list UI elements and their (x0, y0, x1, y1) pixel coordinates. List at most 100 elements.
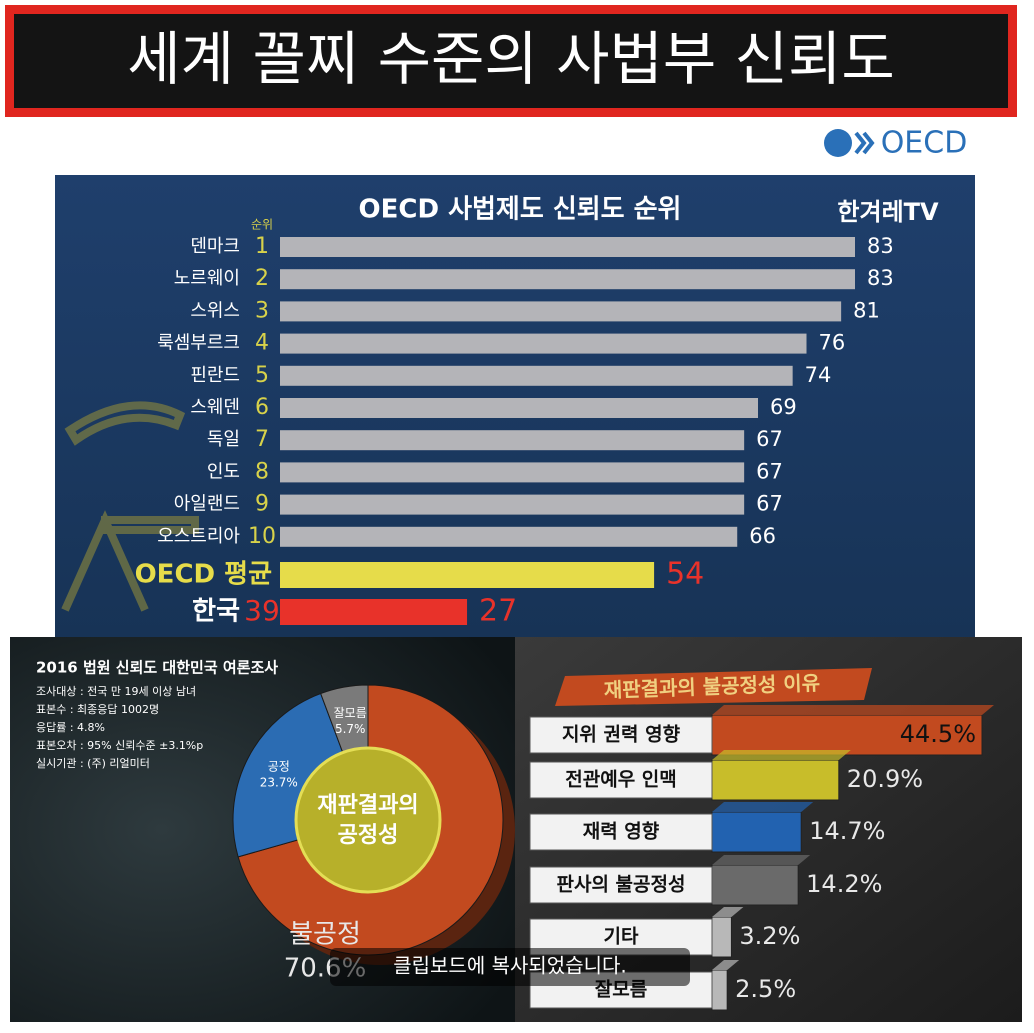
toast: 클립보드에 복사되었습니다. (393, 954, 627, 978)
survey-note: 응답률 : 4.8% (36, 721, 105, 734)
rank-label: 순위 (251, 218, 273, 232)
category-label: OECD 평균 (135, 560, 272, 590)
value-label: 67 (756, 459, 783, 483)
category-label: 덴마크 (190, 236, 240, 257)
bar-top (712, 750, 851, 760)
logo-globe (824, 129, 852, 157)
pie-center (294, 746, 442, 894)
value-label: 27 (479, 594, 517, 629)
bar (280, 269, 855, 290)
value-label: 3.2% (739, 922, 800, 950)
bar (280, 237, 855, 257)
banner (14, 14, 1008, 108)
center-label: 공정성 (338, 823, 399, 848)
rank: 39 (244, 594, 280, 627)
survey-note: 표본오차 : 95% 신뢰수준 ±3.1%p (36, 739, 203, 752)
value-label: 81 (853, 298, 880, 322)
rank: 1 (255, 234, 269, 259)
category-label: 룩셈부르크 (157, 333, 240, 354)
scale-decoration (61, 401, 199, 612)
category-label: 독일 (207, 429, 240, 450)
category-label: 재력 영향 (583, 821, 660, 843)
bar (280, 398, 759, 418)
survey-note: 실시기관 : (주) 리얼미터 (36, 756, 150, 770)
category-label: 스웨덴 (190, 397, 240, 418)
value-label: 66 (749, 524, 776, 548)
label-box (529, 813, 713, 851)
label-box (529, 716, 713, 754)
bar-top (712, 907, 744, 917)
rank: 10 (248, 524, 276, 549)
value-label: 54 (666, 557, 704, 592)
bar (711, 811, 802, 853)
bar (280, 430, 745, 451)
label-box (529, 866, 713, 904)
chart-title: OECD 사법제도 신뢰도 순위 (359, 195, 682, 225)
center-label: 재판결과의 (317, 793, 418, 818)
survey-note: 표본수 : 최종응답 1002명 (36, 703, 159, 716)
rank: 6 (255, 395, 269, 420)
label-box (529, 761, 713, 799)
value-label: 83 (867, 234, 894, 258)
value-label: 14.7% (809, 817, 885, 845)
rank: 2 (255, 266, 269, 291)
category-label: 기타 (604, 926, 639, 948)
banner-title: 세계 꼴찌 수준의 사법부 신뢰도 (127, 25, 894, 93)
bar-top (712, 855, 811, 865)
category-label: 판사의 불공정성 (557, 874, 686, 896)
category-label: 스위스 (190, 300, 240, 321)
value-label: 44.5% (900, 720, 976, 748)
logo-text: OECD (881, 126, 968, 161)
rank: 4 (255, 331, 269, 356)
slice-value: 23.7% (260, 775, 298, 789)
bar (280, 301, 842, 322)
value-label: 83 (867, 266, 894, 290)
brand: 한겨레TV (837, 198, 939, 226)
category-label: 인도 (207, 461, 240, 482)
rank: 3 (255, 298, 269, 323)
value-label: 20.9% (847, 765, 923, 793)
logo-arrows (854, 131, 875, 155)
bar (711, 969, 728, 1011)
bar (280, 599, 468, 625)
toast-bg (330, 948, 690, 986)
bar-top (712, 802, 814, 812)
category-label: 오스트리아 (157, 526, 240, 547)
bar (711, 864, 799, 906)
value-label: 69 (770, 395, 797, 419)
rank: 9 (255, 492, 269, 517)
bar-top (712, 705, 994, 715)
category-label: 아일랜드 (174, 494, 240, 515)
bar (711, 759, 840, 801)
slice-label: 불공정 (289, 920, 361, 950)
bar (280, 562, 655, 588)
category-label: 전관예우 인맥 (565, 769, 677, 791)
value-label: 2.5% (735, 975, 796, 1003)
slice-label: 잘모름 (334, 706, 367, 720)
bar (711, 916, 732, 958)
category-label: 지위 권력 영향 (562, 724, 681, 746)
value-label: 67 (756, 427, 783, 451)
bar-top (712, 960, 740, 970)
value-label: 74 (805, 363, 832, 387)
category-label: 노르웨이 (174, 268, 240, 289)
value-label: 14.2% (806, 870, 882, 898)
bar (280, 462, 745, 483)
rank: 8 (255, 459, 269, 484)
title-banner (555, 668, 872, 706)
category-label: 핀란드 (190, 365, 240, 386)
bar (280, 365, 793, 386)
logo: OECD (824, 126, 967, 161)
slice-label: 공정 (268, 759, 290, 773)
chart-title: 2016 법원 신뢰도 대한민국 여론조사 (36, 659, 278, 677)
bar (280, 333, 807, 354)
bar (280, 494, 745, 515)
bar (280, 526, 738, 547)
slice-value: 5.7% (335, 722, 366, 736)
rank: 7 (255, 427, 269, 452)
bar (711, 714, 983, 756)
value-label: 67 (756, 492, 783, 516)
survey-note: 조사대상 : 전국 만 19세 이상 남녀 (36, 685, 196, 698)
